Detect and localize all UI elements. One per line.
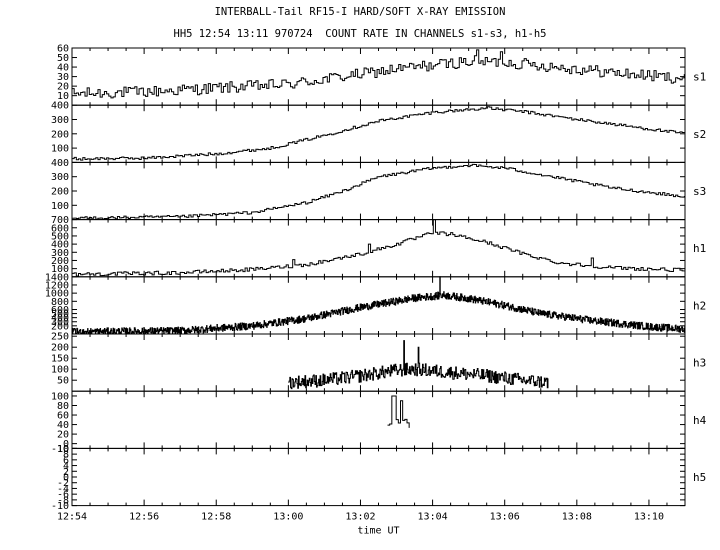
x-tick-label: 13:08	[562, 512, 592, 523]
y-tick-label-h2: 200	[51, 321, 69, 332]
channel-label-h5: h5	[693, 471, 706, 484]
y-tick-label-h2: 1400	[45, 272, 69, 283]
x-axis-label: time UT	[357, 526, 399, 537]
y-tick-label-h5: 0	[63, 473, 69, 484]
channel-label-h2: h2	[693, 299, 706, 312]
y-tick-label-h5: 6	[63, 455, 69, 466]
y-tick-label-h4: 0	[63, 439, 69, 450]
panel-frame-h4	[71, 390, 686, 449]
y-tick-label-h2: 300	[51, 317, 69, 328]
y-tick-label-h5: -6	[57, 490, 69, 501]
channel-label-h4: h4	[693, 414, 707, 427]
channel-label-s3: s3	[693, 185, 706, 198]
series-line-h1	[72, 219, 685, 277]
y-tick-label-s1: 20	[57, 82, 69, 93]
y-tick-label-h2: 800	[51, 297, 69, 308]
y-tick-label-s2: 400	[51, 101, 69, 112]
y-tick-label-h5: -8	[57, 495, 69, 506]
panel-frame-s3	[71, 161, 686, 221]
x-tick-label: 13:02	[345, 512, 375, 523]
y-tick-label-s1: 50	[57, 53, 69, 64]
y-tick-label-s2: 300	[51, 115, 69, 126]
series-line-s2	[72, 106, 685, 161]
y-tick-label-h4: 60	[57, 411, 69, 422]
y-tick-label-h3: 200	[51, 343, 69, 354]
y-tick-label-h2: 500	[51, 309, 69, 320]
y-tick-label-s2: 100	[51, 144, 69, 155]
y-tick-label-h1: 200	[51, 256, 69, 267]
y-tick-label-h3: 100	[51, 365, 69, 376]
y-tick-label-h4: 40	[57, 420, 69, 431]
series-line-h4	[387, 395, 410, 428]
y-tick-label-h4: 80	[57, 401, 69, 412]
y-tick-label-h1: 400	[51, 240, 69, 251]
series-line-h2	[71, 276, 686, 335]
y-tick-label-s2: 200	[51, 129, 69, 140]
y-tick-label-h4: 20	[57, 430, 69, 441]
x-tick-label: 13:00	[273, 512, 303, 523]
x-tick-label: 12:54	[57, 512, 87, 523]
y-tick-label-h2: 1000	[45, 289, 69, 300]
x-tick-label: 13:06	[490, 512, 520, 523]
x-tick-label: 13:10	[634, 512, 664, 523]
panel-frame-h5	[71, 447, 686, 507]
channel-label-s1: s1	[693, 71, 706, 84]
series-line-h3	[288, 340, 549, 390]
y-tick-label-h1: 600	[51, 223, 69, 234]
y-tick-label-h4: -10	[51, 444, 69, 455]
y-tick-label-s1: 40	[57, 63, 69, 74]
y-tick-label-s1: 60	[57, 44, 69, 55]
y-tick-label-h2: 600	[51, 305, 69, 316]
y-tick-label-h1: 100	[51, 264, 69, 275]
y-tick-label-h5: 10	[57, 444, 69, 455]
y-tick-label-h5: 2	[63, 467, 69, 478]
x-tick-label: 12:56	[129, 512, 159, 523]
y-tick-label-h5: 4	[63, 461, 69, 472]
panel-frame-s1	[71, 47, 686, 106]
y-tick-label-h1: 300	[51, 248, 69, 259]
y-tick-label-h3: 150	[51, 354, 69, 365]
panel-frame-s2	[71, 104, 686, 163]
y-tick-label-s3: 200	[51, 187, 69, 198]
x-tick-label: 12:58	[201, 512, 231, 523]
y-tick-label-h5: -4	[57, 484, 69, 495]
y-tick-label-h5: -2	[57, 478, 69, 489]
y-tick-label-s3: 400	[51, 158, 69, 169]
channel-label-h1: h1	[693, 242, 706, 255]
x-tick-label: 13:04	[418, 512, 448, 523]
y-tick-label-s1: 10	[57, 91, 69, 102]
y-tick-label-s3: 100	[51, 201, 69, 212]
y-tick-label-h1: 700	[51, 215, 69, 226]
y-tick-label-h5: 8	[63, 450, 69, 461]
chart-subtitle: HH5 12:54 13:11 970724 COUNT RATE IN CHA…	[173, 28, 547, 40]
y-tick-label-h5: -10	[51, 501, 69, 512]
y-tick-label-h2: 400	[51, 313, 69, 324]
channel-label-h3: h3	[693, 357, 706, 370]
y-tick-label-h3: 250	[51, 332, 69, 343]
y-tick-label-h3: 50	[57, 376, 69, 387]
y-tick-label-h2: 1200	[45, 280, 69, 291]
y-tick-label-s3: 300	[51, 172, 69, 183]
series-line-s3	[72, 163, 685, 220]
panel-frame-h3	[71, 333, 686, 392]
channel-label-s2: s2	[693, 128, 706, 141]
y-tick-label-h1: 500	[51, 231, 69, 242]
chart-title: INTERBALL-Tail RF15-I HARD/SOFT X-RAY EM…	[214, 6, 506, 18]
series-line-s1	[72, 49, 685, 99]
y-tick-label-s1: 30	[57, 72, 69, 83]
y-tick-label-h4: 100	[51, 391, 69, 402]
